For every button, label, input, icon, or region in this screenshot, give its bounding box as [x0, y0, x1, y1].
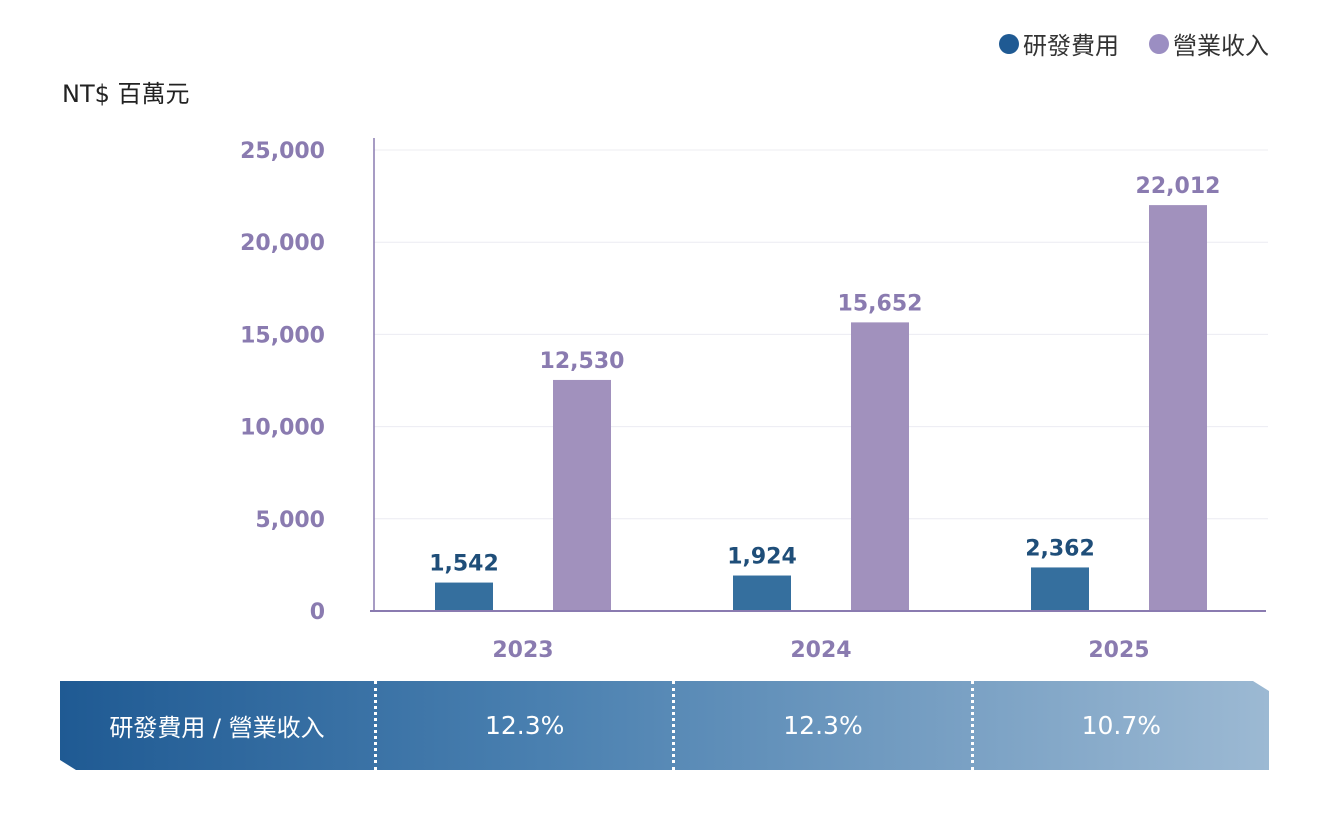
data-label-revenue: 12,530 — [540, 349, 625, 374]
bar-rd — [1031, 567, 1089, 611]
data-label-revenue: 15,652 — [838, 291, 923, 316]
y-tick-label: 20,000 — [240, 231, 325, 256]
legend-item-revenue: 營業收入 — [1149, 26, 1269, 61]
y-tick-label: 5,000 — [255, 508, 325, 533]
legend: 研發費用 營業收入 — [999, 26, 1269, 61]
legend-dot-revenue — [1149, 33, 1169, 54]
x-tick-label: 2024 — [790, 638, 851, 663]
bar-revenue — [851, 322, 909, 611]
ratio-value-2024: 12.3% — [672, 681, 970, 770]
data-label-rd: 2,362 — [1025, 536, 1095, 561]
legend-dot-rd — [999, 33, 1019, 54]
grid-layer — [374, 149, 1268, 520]
y-tick-label: 15,000 — [240, 323, 325, 348]
legend-item-rd: 研發費用 — [999, 26, 1119, 61]
data-label-rd: 1,542 — [429, 552, 499, 577]
legend-label-rd: 研發費用 — [1023, 32, 1119, 60]
y-tick-label: 25,000 — [240, 139, 325, 164]
bar-chart: 0 5,000 10,000 15,000 20,000 25,000 1,542 12,53… — [240, 138, 1268, 663]
labels-layer: 0 5,000 10,000 15,000 20,000 25,000 1,542 12,53… — [240, 139, 1220, 663]
bar-rd — [733, 575, 791, 611]
y-tick-label: 10,000 — [240, 416, 325, 441]
x-tick-label: 2023 — [492, 638, 553, 663]
bar-rd — [435, 582, 493, 611]
ratio-value-2025: 10.7% — [971, 681, 1269, 770]
bars-layer — [435, 205, 1207, 611]
data-label-revenue: 22,012 — [1136, 174, 1221, 199]
bar-revenue — [553, 379, 611, 611]
ratio-row-header: 研發費用 / 營業收入 — [109, 714, 325, 742]
bar-revenue — [1149, 205, 1207, 611]
y-tick-label: 0 — [310, 600, 325, 625]
data-label-rd: 1,924 — [727, 545, 797, 570]
ratio-row: 研發費用 / 營業收入 12.3% 12.3% 10.7% — [60, 681, 1269, 770]
legend-label-revenue: 營業收入 — [1173, 32, 1269, 60]
ratio-value-2023: 12.3% — [374, 681, 672, 770]
unit-label: NT$ 百萬元 — [62, 80, 190, 108]
x-tick-label: 2025 — [1088, 638, 1149, 663]
